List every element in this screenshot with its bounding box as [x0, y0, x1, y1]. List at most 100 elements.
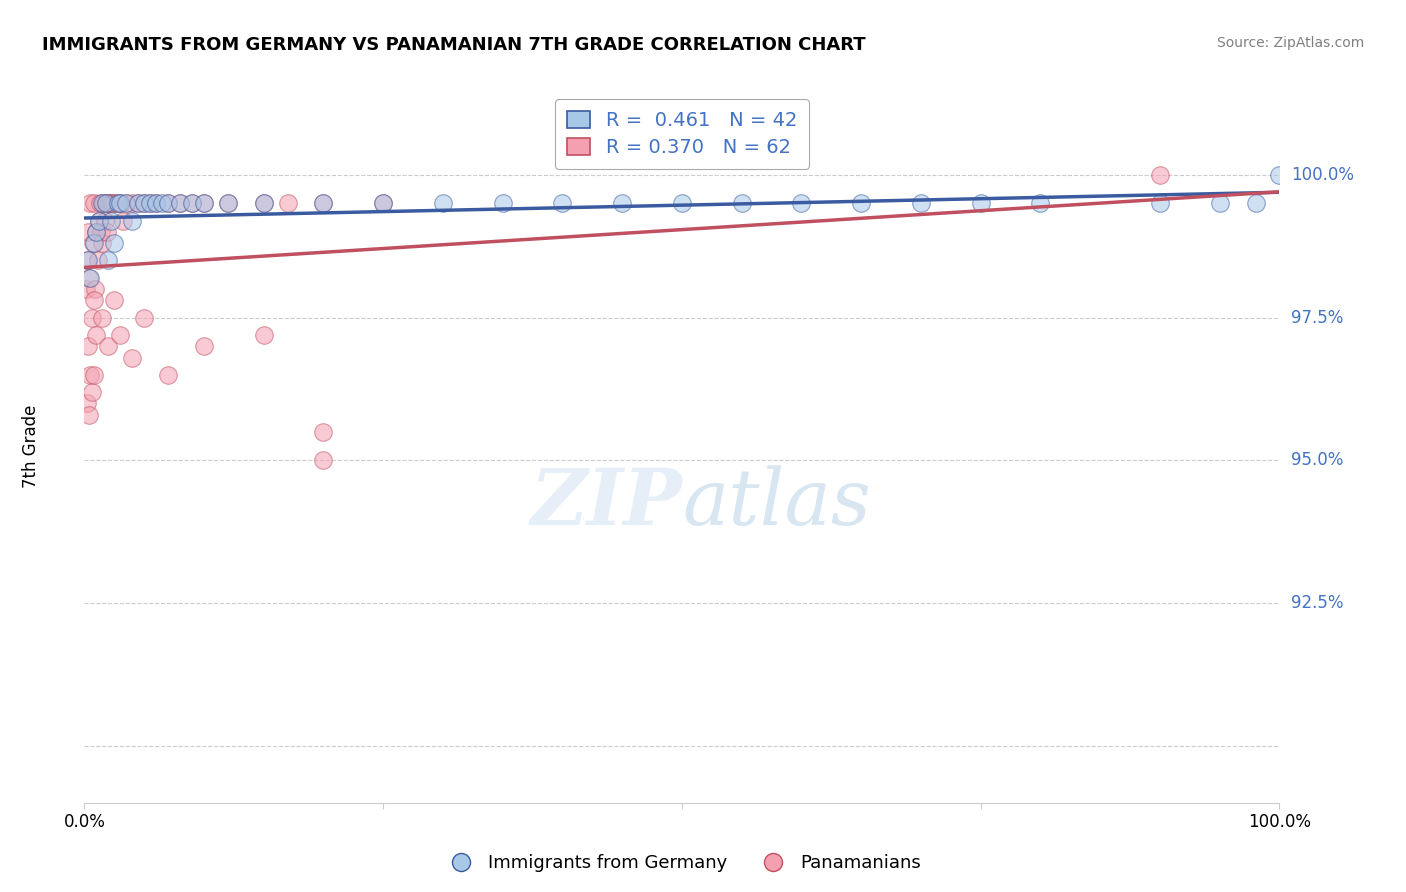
- Text: IMMIGRANTS FROM GERMANY VS PANAMANIAN 7TH GRADE CORRELATION CHART: IMMIGRANTS FROM GERMANY VS PANAMANIAN 7T…: [42, 36, 866, 54]
- Point: [193, 196, 215, 211]
- Point: [94, 196, 117, 211]
- Point: [132, 196, 156, 211]
- Point: [169, 196, 191, 211]
- Point: [83, 368, 105, 382]
- Text: 7th Grade: 7th Grade: [21, 404, 39, 488]
- Point: [253, 196, 276, 211]
- Point: [157, 196, 180, 211]
- Point: [93, 213, 115, 227]
- Point: [1208, 196, 1230, 211]
- Point: [94, 196, 117, 211]
- Point: [77, 408, 100, 422]
- Legend: Immigrants from Germany, Panamanians: Immigrants from Germany, Panamanians: [436, 847, 928, 880]
- Point: [91, 236, 114, 251]
- Text: atlas: atlas: [682, 465, 870, 541]
- Point: [1268, 168, 1291, 182]
- Point: [87, 213, 110, 227]
- Point: [132, 196, 156, 211]
- Point: [371, 196, 394, 211]
- Point: [100, 196, 122, 211]
- Point: [121, 351, 143, 365]
- Text: 92.5%: 92.5%: [1291, 594, 1344, 612]
- Point: [79, 270, 101, 285]
- Point: [139, 196, 162, 211]
- Point: [432, 196, 454, 211]
- Point: [77, 339, 100, 353]
- Point: [98, 196, 121, 211]
- Text: ZIP: ZIP: [530, 465, 682, 541]
- Point: [105, 196, 128, 211]
- Point: [217, 196, 239, 211]
- Point: [193, 339, 215, 353]
- Point: [100, 213, 122, 227]
- Point: [76, 253, 98, 268]
- Point: [77, 225, 100, 239]
- Point: [276, 196, 298, 211]
- Point: [91, 310, 114, 325]
- Point: [910, 196, 932, 211]
- Text: 100.0%: 100.0%: [1291, 166, 1354, 184]
- Point: [790, 196, 813, 211]
- Text: 95.0%: 95.0%: [1291, 451, 1344, 469]
- Text: 97.5%: 97.5%: [1291, 309, 1344, 326]
- Point: [89, 196, 111, 211]
- Point: [150, 196, 173, 211]
- Point: [169, 196, 191, 211]
- Point: [84, 225, 107, 239]
- Point: [139, 196, 162, 211]
- Point: [93, 196, 115, 211]
- Point: [97, 253, 120, 268]
- Point: [90, 225, 112, 239]
- Point: [79, 196, 101, 211]
- Point: [132, 310, 156, 325]
- Point: [1149, 196, 1171, 211]
- Point: [110, 196, 132, 211]
- Point: [1149, 168, 1171, 182]
- Point: [312, 425, 335, 439]
- Point: [127, 196, 149, 211]
- Point: [107, 196, 129, 211]
- Point: [110, 327, 132, 342]
- Point: [79, 368, 101, 382]
- Point: [145, 196, 167, 211]
- Point: [80, 310, 103, 325]
- Point: [86, 253, 108, 268]
- Point: [970, 196, 993, 211]
- Point: [1029, 196, 1052, 211]
- Point: [312, 196, 335, 211]
- Point: [312, 453, 335, 467]
- Point: [121, 213, 143, 227]
- Point: [371, 196, 394, 211]
- Text: Source: ZipAtlas.com: Source: ZipAtlas.com: [1216, 36, 1364, 50]
- Point: [312, 196, 335, 211]
- Point: [1244, 196, 1267, 211]
- Point: [492, 196, 515, 211]
- Point: [671, 196, 693, 211]
- Point: [193, 196, 215, 211]
- Point: [110, 196, 132, 211]
- Point: [91, 196, 114, 211]
- Point: [101, 196, 124, 211]
- Point: [157, 368, 180, 382]
- Point: [103, 293, 125, 308]
- Point: [77, 253, 100, 268]
- Point: [145, 196, 167, 211]
- Point: [75, 282, 97, 296]
- Point: [103, 236, 125, 251]
- Point: [849, 196, 872, 211]
- Point: [83, 293, 105, 308]
- Point: [157, 196, 180, 211]
- Point: [84, 282, 107, 296]
- Point: [76, 396, 98, 410]
- Point: [121, 196, 143, 211]
- Point: [115, 196, 138, 211]
- Point: [83, 236, 105, 251]
- Point: [87, 213, 110, 227]
- Point: [97, 339, 120, 353]
- Point: [96, 225, 118, 239]
- Point: [180, 196, 202, 211]
- Point: [217, 196, 239, 211]
- Point: [84, 225, 107, 239]
- Point: [83, 196, 105, 211]
- Point: [115, 196, 138, 211]
